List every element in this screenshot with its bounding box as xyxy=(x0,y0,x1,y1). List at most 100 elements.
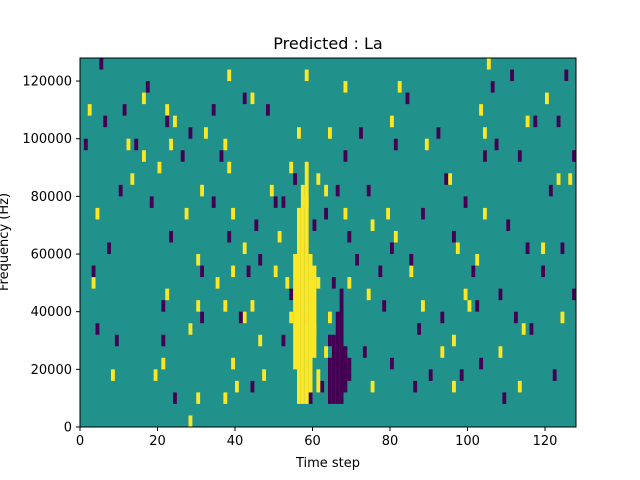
heatmap-cell-high xyxy=(262,369,267,381)
heatmap-cell-high xyxy=(541,242,546,255)
heatmap-cell-high xyxy=(95,207,100,220)
heatmap-cell-high xyxy=(370,380,375,393)
heatmap-cell-high xyxy=(142,92,146,105)
heatmap-cell-low xyxy=(118,184,123,197)
heatmap-cell-low xyxy=(471,265,476,278)
heatmap-cell-high xyxy=(366,288,371,301)
heatmap-cell-high xyxy=(196,300,201,312)
heatmap-cell-high xyxy=(111,369,115,381)
heatmap-cell-low xyxy=(343,150,348,162)
heatmap-band-high xyxy=(297,207,301,404)
heatmap-cell-high xyxy=(157,161,162,174)
heatmap-cell-high xyxy=(316,173,321,185)
heatmap-cell-high xyxy=(188,323,193,335)
heatmap-cell-high xyxy=(324,184,329,197)
heatmap-cell-low xyxy=(266,104,270,116)
heatmap-cell-low xyxy=(510,69,515,82)
heatmap-band-high xyxy=(312,265,317,358)
heatmap-cell-high xyxy=(517,380,522,393)
heatmap-cell-high xyxy=(386,207,391,220)
y-tick-label: 0 xyxy=(64,421,72,436)
heatmap-cell-high xyxy=(269,184,274,197)
heatmap-band-low xyxy=(343,346,348,393)
x-tick-label: 20 xyxy=(149,434,166,449)
heatmap-cell-high xyxy=(277,230,282,243)
heatmap-cell-low xyxy=(188,127,193,139)
heatmap-cell-low xyxy=(413,380,418,393)
heatmap-cell-high xyxy=(242,311,247,324)
x-axis: 0 20 40 60 80 100 120 xyxy=(76,427,557,449)
y-axis: 0 20000 40000 60000 80000 100000 120000 xyxy=(22,75,80,436)
heatmap-cell-low xyxy=(107,242,112,255)
heatmap-cell-low xyxy=(355,254,360,266)
heatmap-cell-low xyxy=(498,288,503,301)
heatmap-cell-high xyxy=(231,207,236,220)
heatmap-cell-high xyxy=(161,357,166,370)
heatmap-cell-low xyxy=(502,392,507,404)
heatmap-cell-high xyxy=(242,242,247,255)
heatmap-cell-low xyxy=(514,311,518,324)
heatmap-cell-low xyxy=(409,254,414,266)
heatmap-cells xyxy=(83,58,577,427)
y-tick-label: 120000 xyxy=(22,75,72,90)
x-tick-label: 40 xyxy=(227,434,244,449)
heatmap-cell-low xyxy=(382,300,387,312)
heatmap-cell-high xyxy=(324,346,329,358)
heatmap-cell-low xyxy=(572,150,577,162)
heatmap-cell-low xyxy=(475,300,480,312)
heatmap-cell-low xyxy=(328,334,332,347)
heatmap-cell-low xyxy=(564,69,569,82)
heatmap-cell-high xyxy=(184,207,189,220)
heatmap-cell-high xyxy=(231,357,236,370)
heatmap-cell-low xyxy=(95,323,100,335)
heatmap-cell-high xyxy=(258,334,263,347)
heatmap-cell-high xyxy=(452,380,456,393)
heatmap-cell-low xyxy=(242,92,247,105)
heatmap-cell-low xyxy=(200,265,205,278)
heatmap-cell-high xyxy=(126,138,131,151)
heatmap-cell-high xyxy=(227,161,232,174)
heatmap-cell-high xyxy=(153,369,158,381)
heatmap-cell-low xyxy=(463,196,468,208)
heatmap-band-low xyxy=(347,357,352,381)
heatmap-band-high xyxy=(316,369,321,393)
heatmap-cell-low xyxy=(421,207,425,220)
heatmap-cell-low xyxy=(490,81,495,93)
heatmap-cell-high xyxy=(452,334,456,347)
heatmap-cell-high xyxy=(250,300,255,312)
heatmap-cell-low xyxy=(572,288,577,301)
y-tick-label: 100000 xyxy=(22,132,72,147)
heatmap-cell-low xyxy=(173,392,177,404)
heatmap-cell-high xyxy=(87,104,92,116)
plot-area xyxy=(79,57,577,428)
heatmap-cell-high xyxy=(467,300,472,312)
heatmap-cell-high xyxy=(475,254,480,266)
heatmap-cell-low xyxy=(211,196,216,208)
heatmap-band-low xyxy=(335,311,340,404)
heatmap-cell-high xyxy=(545,92,549,105)
x-tick-label: 100 xyxy=(455,434,480,449)
heatmap-cell-high xyxy=(390,115,394,128)
heatmap-cell-high xyxy=(235,380,239,393)
heatmap-cell-low xyxy=(359,127,363,139)
y-tick-label: 80000 xyxy=(31,190,72,205)
heatmap-cell-low xyxy=(331,277,336,289)
heatmap-cell-low xyxy=(289,288,294,301)
heatmap-cell-low xyxy=(390,357,394,370)
heatmap-cell-high xyxy=(223,138,228,151)
heatmap-cell-high xyxy=(223,300,228,312)
heatmap-cell-low xyxy=(149,196,154,208)
heatmap-cell-low xyxy=(273,196,278,208)
heatmap-cell-high xyxy=(560,311,565,324)
heatmap-cell-low xyxy=(479,357,484,370)
heatmap-cell-low xyxy=(122,104,127,116)
x-tick-label: 80 xyxy=(382,434,399,449)
heatmap-cell-high xyxy=(289,311,294,324)
heatmap-cell-high xyxy=(424,138,429,151)
heatmap-cell-high xyxy=(347,277,352,289)
heatmap-cell-high xyxy=(440,346,445,358)
heatmap-cell-high xyxy=(448,173,453,185)
heatmap-cell-low xyxy=(556,115,561,128)
heatmap-cell-low xyxy=(533,115,538,128)
heatmap-cell-low xyxy=(258,254,263,266)
